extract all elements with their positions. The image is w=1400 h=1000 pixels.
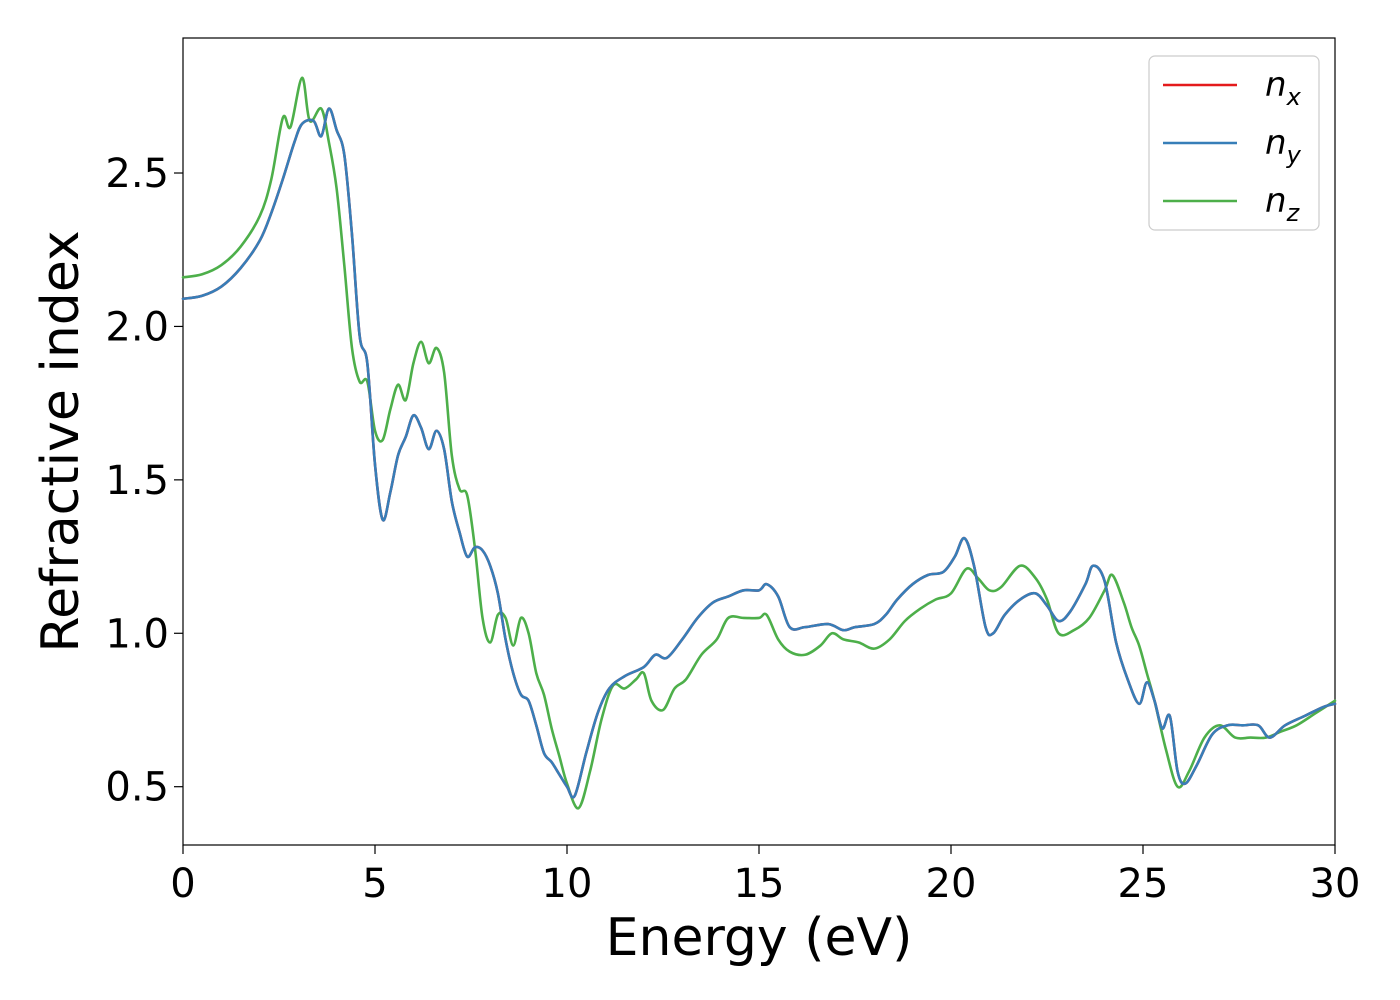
x-tick-label: 0 [170, 861, 195, 907]
y-tick-label: 1.5 [105, 458, 169, 504]
series-layer [181, 76, 1337, 810]
x-tick-label: 25 [1118, 861, 1169, 907]
legend-label-n-z: nz [1265, 181, 1301, 227]
x-axis-ticks: 0 5 10 15 20 25 30 [170, 845, 1360, 907]
legend-label-n-x: nx [1265, 65, 1302, 111]
x-tick-label: 20 [926, 861, 977, 907]
x-tick-label: 10 [542, 861, 593, 907]
y-axis-title: Refractive index [31, 230, 91, 652]
y-axis-ticks: 0.5 1.0 1.5 2.0 2.5 [105, 151, 183, 811]
y-tick-label: 1.0 [105, 611, 169, 657]
y-tick-label: 2.5 [105, 151, 169, 197]
legend-label-n-y: ny [1265, 123, 1302, 169]
legend: nx ny nz [1148, 55, 1320, 231]
y-tick-label: 2.0 [105, 304, 169, 350]
y-tick-label: 0.5 [105, 765, 169, 811]
x-tick-label: 30 [1310, 861, 1361, 907]
series-line-n-y [181, 107, 1337, 799]
x-tick-label: 15 [734, 861, 785, 907]
x-axis-title: Energy (eV) [606, 908, 913, 968]
x-tick-label: 5 [362, 861, 387, 907]
